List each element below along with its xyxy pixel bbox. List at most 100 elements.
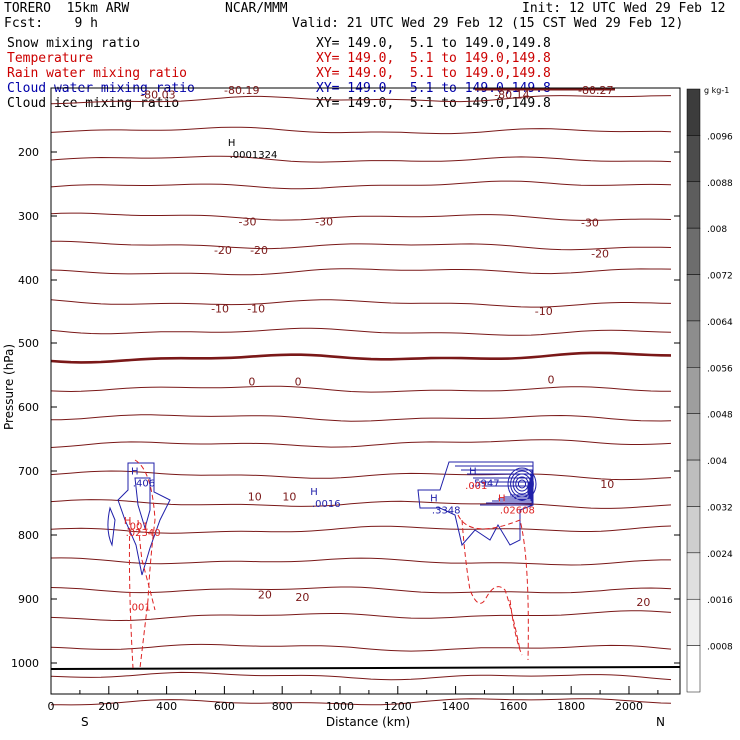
colorbar-swatch [686,320,701,368]
x-tick-label: 600 [214,700,235,713]
temperature-label: -20 [250,244,268,257]
temperature-isotherm [50,299,672,308]
temperature-isotherm [50,586,672,594]
maximum-value: .0016 [312,499,341,510]
maximum-value: .001 [128,603,150,614]
temperature-isotherm [50,525,672,534]
temperature-isotherm [50,671,672,681]
x-tick-label: 800 [272,700,293,713]
maximum-marker: H [498,493,506,504]
temperature-isotherm [50,268,672,276]
temperature-label: 0 [547,373,554,386]
colorbar-swatch [686,645,701,693]
x-tick-label: 1200 [384,700,412,713]
plot-frame [50,87,681,695]
legend-label-temperature: Temperature [7,51,94,66]
colorbar: .0096 .0088 .008 .0072 .0064 .0056 .0048 .004 .0… [686,86,733,693]
colorbar-tick-label: .0048 [707,411,733,421]
temperature-labels: -80.19 -80.27 -80.03 -80.14 -30 -30 -30 -20 -20 -… [140,84,650,609]
temperature-isotherm [50,414,672,422]
colorbar-tick-label: .0056 [707,364,733,374]
maximum-value: .02608 [500,505,535,516]
cloud-water-contour [117,462,171,576]
colorbar-tick-label: .0096 [707,132,733,142]
temperature-isotherm [50,439,672,448]
cloud-water-contour [512,473,532,495]
contour-lines [50,87,681,706]
temperature-label: 10 [600,478,614,491]
x-tick-label: 1000 [326,700,354,713]
cloud-water-contour [515,476,529,492]
temperature-label: -80.14 [494,89,529,102]
cloud-water-contour [517,479,527,489]
cloud-water-contour [510,470,534,498]
cloud-water-contour [134,477,151,530]
legend-xy-snow: XY= 149.0, 5.1 to 149.0,149.8 [316,36,551,51]
temperature-label: -20 [591,247,609,260]
maximum-value: .02340 [126,528,161,539]
colorbar-tick-label: .0008 [707,643,733,653]
maximum-marker: H [131,467,139,478]
x-tick-label: 2000 [615,700,643,713]
temperature-isotherm [50,212,672,221]
temperature-isotherm [50,643,672,652]
temperature-label: 10 [282,491,296,504]
temperature-label: 20 [295,591,309,604]
temperature-isotherm [50,351,672,364]
maximum-value: .406 [133,479,155,490]
legend-xy-rain: XY= 149.0, 5.1 to 149.0,149.8 [316,66,551,81]
colorbar-swatch [686,552,701,600]
model-title: TORERO 15km ARW [4,1,130,16]
cloud-water-contour [485,485,529,496]
colorbar-tick-label: .0072 [707,272,733,282]
x-tick-label: 1600 [499,700,527,713]
colorbar-tick-label: .0016 [707,596,733,606]
y-tick-label: 800 [18,529,39,542]
temperature-isotherm [50,155,672,163]
rain-contour [457,514,529,661]
colorbar-swatch [686,367,701,414]
temperature-label: -30 [581,217,599,230]
x-tick-label: 400 [156,700,177,713]
temperature-label: -30 [315,215,333,228]
colorbar-swatch [686,181,701,229]
colorbar-tick-label: .008 [707,225,727,235]
colorbar-tick-label: .0024 [707,550,733,560]
colorbar-swatch [686,274,701,322]
maximum-value: .3348 [432,505,461,516]
rain-contour [128,459,156,669]
maximum-value: .5947 [471,479,500,490]
x-tick-label: 0 [48,700,55,713]
temperature-label: -10 [247,302,265,315]
x-tick-label: 1400 [442,700,470,713]
valid-time: Valid: 21 UTC Wed 29 Feb 12 (15 CST Wed … [292,16,684,31]
temperature-label: 0 [295,375,302,388]
temperature-label: -10 [535,305,553,318]
colorbar-tick-label: .0088 [707,179,733,189]
temperature-label: -80.19 [224,84,259,97]
temperature-label: -30 [239,215,257,228]
temperature-isotherm [50,180,672,190]
temperature-label: -20 [214,244,232,257]
x-tick-label: 200 [98,700,119,713]
forecast-hour: Fcst: 9 h [4,16,98,31]
maximum-marker: H [310,487,318,498]
x-tick-label: 1800 [557,700,585,713]
temperature-label: -80.27 [578,84,613,97]
y-axis-label: Pressure (hPa) [2,344,16,430]
colorbar-swatch [686,413,701,461]
temperature-isotherm [50,385,672,393]
south-label: S [81,715,89,729]
cloud-water-contour [461,469,533,504]
maxima-labels: H.0001324H.406H.0016H.3348H.5947H.02340H… [124,138,535,613]
legend-label-rain: Rain water mixing ratio [7,66,188,81]
cloud-water-contour [507,467,537,501]
temperature-isotherm [50,610,672,622]
plot-border [50,87,681,695]
y-tick-label: 500 [18,337,39,350]
temperature-isotherm [50,499,672,509]
legend-label-snow: Snow mixing ratio [7,36,141,51]
temperature-isotherm [50,698,672,706]
